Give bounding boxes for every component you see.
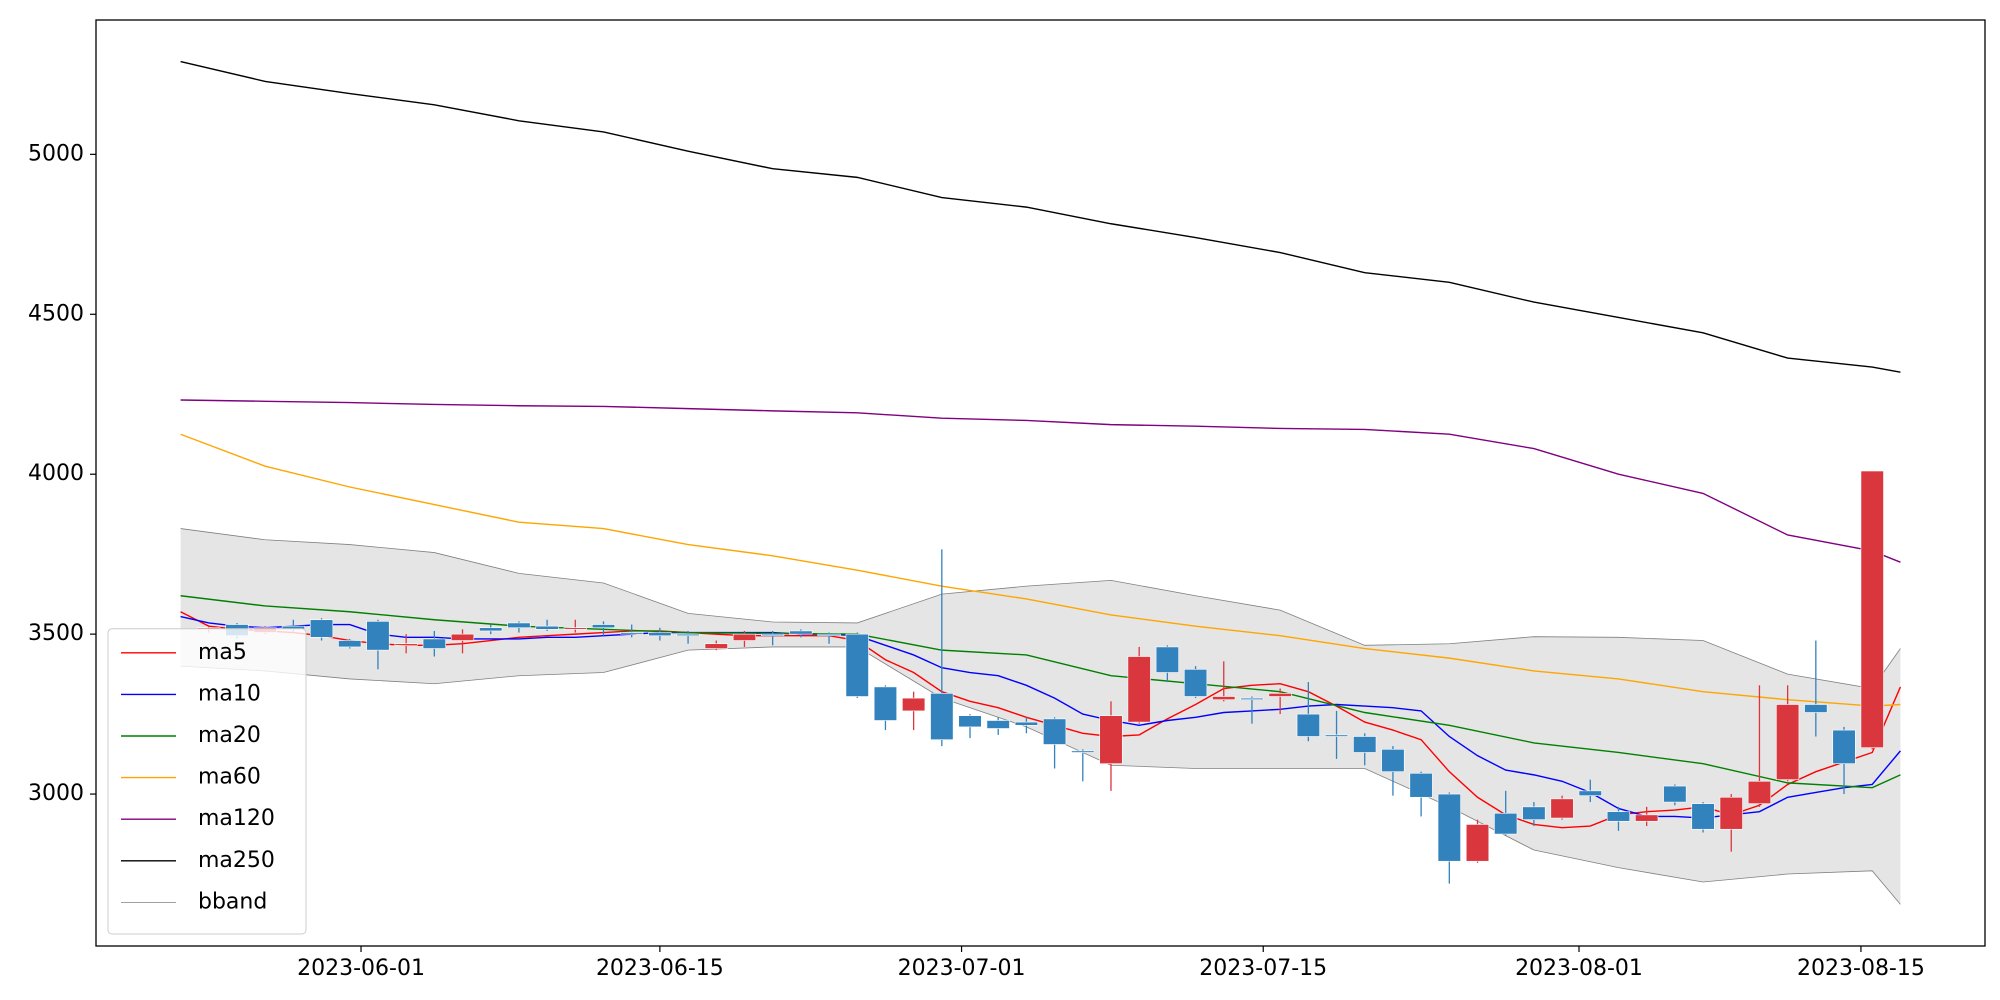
x-tick-label: 2023-06-15 (596, 956, 724, 981)
band-area (180, 528, 1901, 905)
ma-line (180, 595, 1901, 789)
y-tick-label: 3500 (28, 621, 84, 646)
candle-body (620, 632, 644, 635)
band-lower (180, 646, 1901, 905)
candle-body (507, 622, 531, 629)
candle-body (1832, 729, 1856, 764)
candle-body (986, 720, 1010, 729)
candle-body (1014, 721, 1038, 726)
candle-body (422, 638, 446, 649)
candle-body (648, 632, 672, 637)
ma-line (180, 433, 1901, 707)
candle-body (676, 633, 700, 637)
candle-body (338, 640, 362, 648)
candle-body (732, 633, 757, 641)
ma-line (180, 60, 1901, 373)
plot-frame (95, 19, 1986, 947)
candle-body (563, 627, 587, 630)
candle-body (958, 715, 982, 728)
x-tick-label: 2023-07-01 (898, 956, 1026, 981)
legend: ma5 ma10 ma20 ma60 ma120 ma250 bband (107, 628, 307, 935)
candle-body (366, 621, 390, 651)
candle-body (817, 633, 841, 637)
candle-body (1183, 669, 1208, 697)
candle-body (1663, 785, 1687, 803)
legend-label: ma120 (198, 806, 275, 831)
axes-layer: 3000 3500 4000 4500 5000 2023-06-01 2023-06-15… (28, 19, 1986, 981)
x-tick-label: 2023-08-15 (1797, 956, 1925, 981)
legend-label: ma20 (198, 723, 261, 748)
legend-label: ma5 (198, 640, 247, 665)
y-tick-label: 3000 (28, 781, 84, 806)
legend-label: ma10 (198, 681, 261, 706)
candle-body (761, 633, 785, 637)
x-tick-label: 2023-07-15 (1199, 956, 1327, 981)
y-tick-label: 5000 (28, 141, 84, 166)
legend-box (107, 628, 307, 935)
candle-body (1296, 713, 1320, 737)
candle-body (309, 619, 334, 638)
x-tick-label: 2023-06-01 (297, 956, 425, 981)
legend-label: ma250 (198, 848, 275, 873)
candle-body (1719, 796, 1743, 830)
legend-label: ma60 (198, 765, 261, 790)
candle-body (1324, 734, 1349, 737)
candle-body (1127, 656, 1151, 723)
candle-body (1606, 811, 1631, 822)
candle-body (535, 625, 559, 630)
y-tick-label: 4000 (28, 461, 84, 486)
candle-body (1240, 697, 1264, 701)
candle-body (1776, 704, 1800, 780)
ma-line (180, 399, 1901, 563)
candle-body (1691, 803, 1715, 830)
candle-body (1494, 812, 1518, 835)
candle-body (591, 624, 616, 629)
candle-body (1550, 798, 1574, 819)
candle-layer (197, 470, 1884, 884)
candle-body (1635, 814, 1659, 822)
candle-body (1071, 750, 1095, 753)
candle-body (873, 686, 898, 721)
candle-body (845, 633, 869, 697)
candle-body (1860, 470, 1884, 748)
candle-body (1747, 780, 1772, 804)
candle-body (394, 643, 418, 646)
band-layer (180, 528, 1901, 905)
candle-body (1381, 748, 1405, 772)
legend-label: bband (198, 889, 267, 914)
candle-body (1578, 790, 1602, 796)
candle-body (1465, 824, 1490, 862)
candle-body (1155, 646, 1179, 673)
candle-body (1804, 704, 1828, 713)
candle-body (1353, 736, 1377, 753)
candle-body (789, 630, 813, 635)
candle-body (1522, 806, 1546, 820)
candle-body (1099, 715, 1123, 764)
candle-body (704, 643, 728, 649)
y-tick-label: 4500 (28, 301, 84, 326)
candle-body (1043, 718, 1067, 745)
band-upper (180, 528, 1901, 689)
candle-body (930, 693, 954, 740)
x-tick-label: 2023-08-01 (1515, 956, 1643, 981)
candle-body (1437, 793, 1461, 862)
candle-body (479, 627, 503, 632)
candle-body (1212, 696, 1236, 701)
candle-body (902, 697, 926, 712)
candle-body (1268, 693, 1292, 697)
candle-body (450, 633, 475, 641)
candle-body (1409, 772, 1433, 798)
